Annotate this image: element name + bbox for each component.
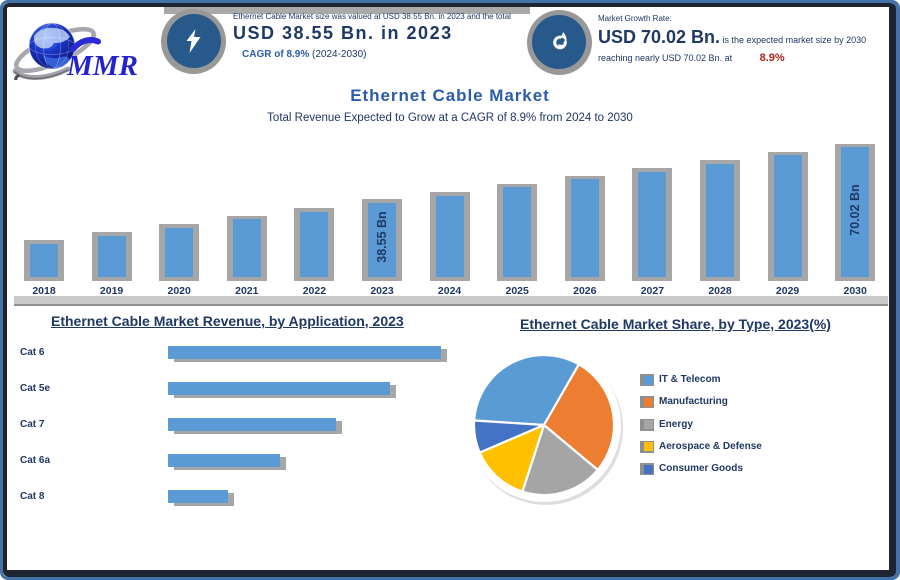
svg-text:MMR: MMR xyxy=(66,50,138,80)
